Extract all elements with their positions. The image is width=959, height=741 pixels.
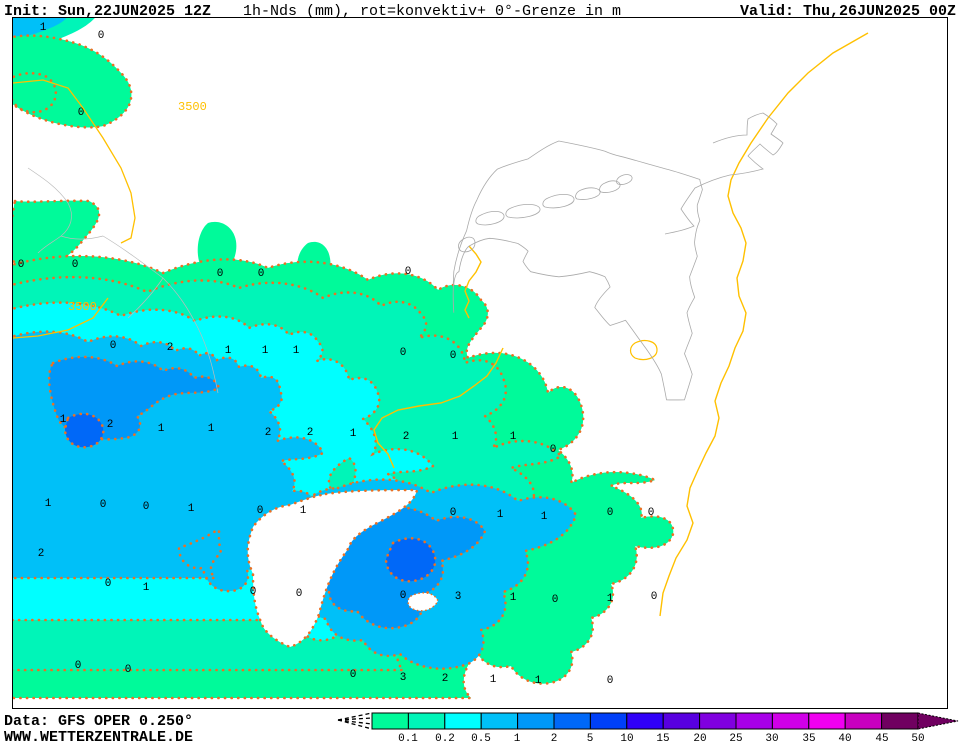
svg-text:0: 0: [648, 507, 655, 519]
svg-text:0: 0: [110, 340, 117, 352]
svg-text:1: 1: [350, 428, 357, 440]
svg-text:1: 1: [510, 431, 517, 443]
svg-text:3500: 3500: [178, 100, 207, 114]
svg-text:0: 0: [296, 588, 303, 600]
svg-text:5: 5: [587, 733, 594, 741]
svg-text:2: 2: [107, 419, 114, 431]
svg-text:0: 0: [258, 268, 265, 280]
svg-text:0: 0: [125, 664, 132, 676]
svg-text:0: 0: [105, 578, 112, 590]
svg-text:50: 50: [911, 733, 924, 741]
svg-text:1: 1: [490, 674, 497, 686]
svg-text:1: 1: [188, 503, 195, 515]
svg-text:10: 10: [620, 733, 633, 741]
svg-text:15: 15: [656, 733, 669, 741]
svg-text:1: 1: [143, 582, 150, 594]
svg-text:1: 1: [208, 423, 215, 435]
svg-text:1: 1: [541, 511, 548, 523]
svg-text:0: 0: [607, 507, 614, 519]
svg-text:1: 1: [45, 498, 52, 510]
svg-text:1: 1: [158, 423, 165, 435]
svg-text:25: 25: [729, 733, 742, 741]
svg-text:1: 1: [300, 505, 307, 517]
svg-text:3: 3: [400, 672, 407, 684]
svg-text:2: 2: [442, 673, 449, 685]
svg-text:1: 1: [497, 509, 504, 521]
svg-text:0: 0: [250, 586, 257, 598]
svg-text:0: 0: [400, 347, 407, 359]
svg-text:1: 1: [40, 22, 47, 34]
svg-text:1: 1: [60, 414, 67, 426]
svg-text:1: 1: [514, 733, 521, 741]
svg-text:0.5: 0.5: [471, 733, 491, 741]
svg-text:20: 20: [693, 733, 706, 741]
svg-text:2: 2: [307, 427, 314, 439]
svg-text:3: 3: [455, 591, 462, 603]
svg-text:0: 0: [18, 259, 25, 271]
svg-text:0: 0: [450, 507, 457, 519]
svg-text:0: 0: [450, 350, 457, 362]
svg-text:0.1: 0.1: [398, 733, 418, 741]
svg-text:2: 2: [403, 431, 410, 443]
svg-text:0: 0: [651, 591, 658, 603]
svg-text:0: 0: [400, 590, 407, 602]
svg-text:1: 1: [607, 593, 614, 605]
svg-text:2: 2: [551, 733, 558, 741]
svg-text:3500: 3500: [68, 300, 97, 314]
svg-text:35: 35: [802, 733, 815, 741]
svg-text:1: 1: [452, 431, 459, 443]
svg-text:1: 1: [510, 592, 517, 604]
svg-text:45: 45: [875, 733, 888, 741]
svg-text:2: 2: [38, 548, 45, 560]
svg-text:0: 0: [75, 660, 82, 672]
svg-text:2: 2: [265, 427, 272, 439]
svg-text:0: 0: [257, 505, 264, 517]
svg-text:0: 0: [550, 444, 557, 456]
svg-text:0: 0: [72, 259, 79, 271]
svg-text:0: 0: [350, 669, 357, 681]
svg-text:40: 40: [838, 733, 851, 741]
svg-text:0: 0: [143, 501, 150, 513]
svg-text:0.2: 0.2: [435, 733, 455, 741]
svg-text:0: 0: [217, 268, 224, 280]
svg-text:1: 1: [535, 675, 542, 687]
svg-text:1: 1: [262, 345, 269, 357]
svg-text:2: 2: [167, 342, 174, 354]
svg-text:0: 0: [607, 675, 614, 687]
svg-text:0: 0: [100, 499, 107, 511]
svg-text:1: 1: [225, 345, 232, 357]
svg-text:0: 0: [552, 594, 559, 606]
svg-text:30: 30: [765, 733, 778, 741]
svg-text:0: 0: [98, 30, 105, 42]
svg-text:1: 1: [293, 345, 300, 357]
svg-text:0: 0: [405, 266, 412, 278]
